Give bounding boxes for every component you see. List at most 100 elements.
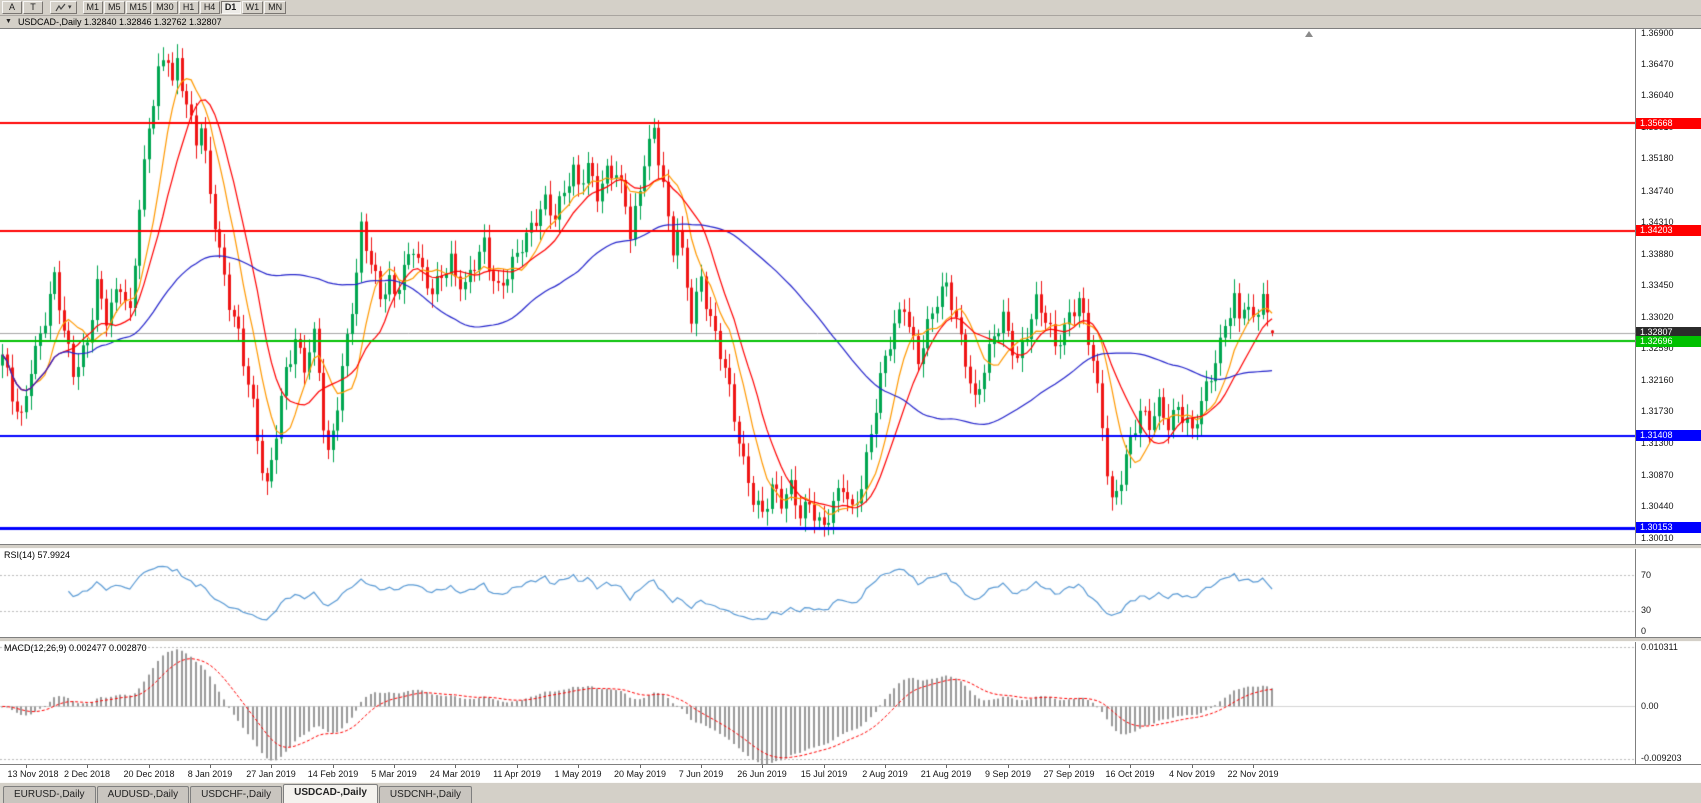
timeframe-buttons: M1 M5 M15 M30 H1 H4 D1 W1 MN	[82, 1, 288, 14]
timeframe-button-m5[interactable]: M5	[104, 1, 125, 14]
rsi-tick-label: 70	[1641, 569, 1652, 580]
price-scale[interactable]: 1.369001.364701.360401.356101.351801.347…	[1635, 29, 1701, 544]
rsi-tick-label: 30	[1641, 605, 1652, 616]
rsi-scale[interactable]: 70 30 0	[1635, 549, 1701, 637]
price-tick-label: 1.33020	[1641, 311, 1674, 322]
tab-usdchf-daily[interactable]: USDCHF-,Daily	[190, 786, 283, 803]
dropdown-caret-icon: ▾	[68, 4, 72, 11]
indicator-picker-button[interactable]: ▾	[50, 1, 77, 14]
macd-tick-label: 0.00	[1641, 700, 1659, 711]
date-tick	[824, 765, 825, 768]
date-label: 20 May 2019	[613, 769, 667, 779]
price-tick-label: 1.34740	[1641, 185, 1674, 196]
current-price-tag: 1.32807	[1636, 327, 1701, 339]
price-tick-label: 1.30870	[1641, 469, 1674, 480]
toolbar-button-t[interactable]: T	[23, 1, 43, 14]
timeframe-button-d1[interactable]: D1	[220, 1, 241, 14]
date-label: 9 Sep 2019	[984, 769, 1032, 779]
date-label: 1 May 2019	[554, 769, 602, 779]
chart-tabs-bar: EURUSD-,Daily AUDUSD-,Daily USDCHF-,Daily U…	[0, 782, 1701, 803]
date-tick	[1008, 765, 1009, 768]
date-tick	[1069, 765, 1070, 768]
date-tick	[149, 765, 150, 768]
macd-tick-label: 0.010311	[1641, 641, 1678, 652]
date-tick	[762, 765, 763, 768]
date-label: 2 Aug 2019	[862, 769, 908, 779]
price-tick-label: 1.36040	[1641, 90, 1674, 101]
window-menu-icon[interactable]: ▼	[5, 18, 12, 25]
macd-scale[interactable]: 0.010311 0.00 -0.009203	[1635, 642, 1701, 764]
panel-separator[interactable]	[0, 637, 1701, 642]
price-tick-label: 1.30010	[1641, 532, 1674, 543]
date-tick	[701, 765, 702, 768]
date-tick	[210, 765, 211, 768]
panel-separator[interactable]	[0, 544, 1701, 549]
date-label: 20 Dec 2018	[123, 769, 175, 779]
date-tick	[455, 765, 456, 768]
level-price-tag: 1.34203	[1636, 225, 1701, 237]
date-tick	[271, 765, 272, 768]
price-tick-label: 1.33880	[1641, 248, 1674, 259]
date-label: 8 Jan 2019	[187, 769, 233, 779]
date-tick	[640, 765, 641, 768]
rsi-canvas[interactable]	[0, 549, 1635, 637]
date-tick	[333, 765, 334, 768]
date-tick	[885, 765, 886, 768]
rsi-panel: RSI(14) 57.9924 70 30 0	[0, 549, 1701, 637]
date-label: 4 Nov 2019	[1168, 769, 1216, 779]
timeframe-button-h1[interactable]: H1	[178, 1, 199, 14]
date-label: 21 Aug 2019	[920, 769, 972, 779]
rsi-tick-label: 0	[1641, 626, 1647, 636]
date-label: 11 Apr 2019	[493, 769, 541, 779]
date-tick	[1253, 765, 1254, 768]
date-label: 22 Nov 2019	[1227, 769, 1279, 779]
polyline-chart-icon	[55, 3, 66, 11]
macd-canvas[interactable]	[0, 642, 1635, 764]
timeframe-button-mn[interactable]: MN	[264, 1, 287, 14]
price-tick-label: 1.31730	[1641, 406, 1674, 417]
tab-usdcad-daily[interactable]: USDCAD-,Daily	[283, 784, 378, 803]
timeframe-button-h4[interactable]: H4	[199, 1, 220, 14]
date-label: 24 Mar 2019	[429, 769, 481, 779]
timeframe-button-w1[interactable]: W1	[241, 1, 264, 14]
level-price-tag: 1.30153	[1636, 522, 1701, 534]
date-label: 27 Sep 2019	[1043, 769, 1095, 779]
date-axis[interactable]: 13 Nov 2018 2 Dec 2018 20 Dec 2018 8 Jan 20…	[0, 764, 1701, 782]
toolbar-button-a[interactable]: A	[2, 1, 22, 14]
chart-shift-marker-icon[interactable]	[1305, 31, 1313, 37]
price-tick-label: 1.31300	[1641, 437, 1674, 448]
date-tick	[946, 765, 947, 768]
timeframe-button-m15[interactable]: M15	[125, 1, 152, 14]
price-chart-canvas[interactable]	[0, 29, 1635, 544]
date-tick	[1192, 765, 1193, 768]
date-tick	[1130, 765, 1131, 768]
price-tick-label: 1.35180	[1641, 153, 1674, 164]
price-tick-label: 1.34310	[1641, 217, 1674, 228]
price-tick-label: 1.30440	[1641, 501, 1674, 512]
level-price-tag: 1.32696	[1636, 335, 1701, 347]
tab-eurusd-daily[interactable]: EURUSD-,Daily	[3, 786, 96, 803]
date-tick	[517, 765, 518, 768]
price-tick-label: 1.32590	[1641, 343, 1674, 354]
tab-usdcnh-daily[interactable]: USDCNH-,Daily	[378, 786, 473, 803]
date-label: 26 Jun 2019	[737, 769, 787, 779]
date-label: 7 Jun 2019	[678, 769, 724, 779]
rsi-label: RSI(14) 57.9924	[4, 550, 71, 560]
date-label: 2 Dec 2018	[63, 769, 111, 779]
date-label: 15 Jul 2019	[800, 769, 848, 779]
price-tick-label: 1.32160	[1641, 374, 1674, 385]
macd-panel: MACD(12,26,9) 0.002477 0.002870 0.010311…	[0, 642, 1701, 764]
price-tick-label: 1.33450	[1641, 280, 1674, 291]
chart-title-bar: ▼ USDCAD-,Daily 1.32840 1.32846 1.32762 …	[0, 16, 1701, 29]
macd-label: MACD(12,26,9) 0.002477 0.002870	[4, 643, 147, 653]
date-label: 14 Feb 2019	[307, 769, 359, 779]
timeframe-button-m30[interactable]: M30	[152, 1, 178, 14]
tab-audusd-daily[interactable]: AUDUSD-,Daily	[96, 786, 190, 803]
timeframe-button-m1[interactable]: M1	[82, 1, 104, 14]
level-price-tag: 1.31408	[1636, 430, 1701, 442]
macd-tick-label: -0.009203	[1641, 753, 1682, 763]
date-label: 27 Jan 2019	[246, 769, 296, 779]
